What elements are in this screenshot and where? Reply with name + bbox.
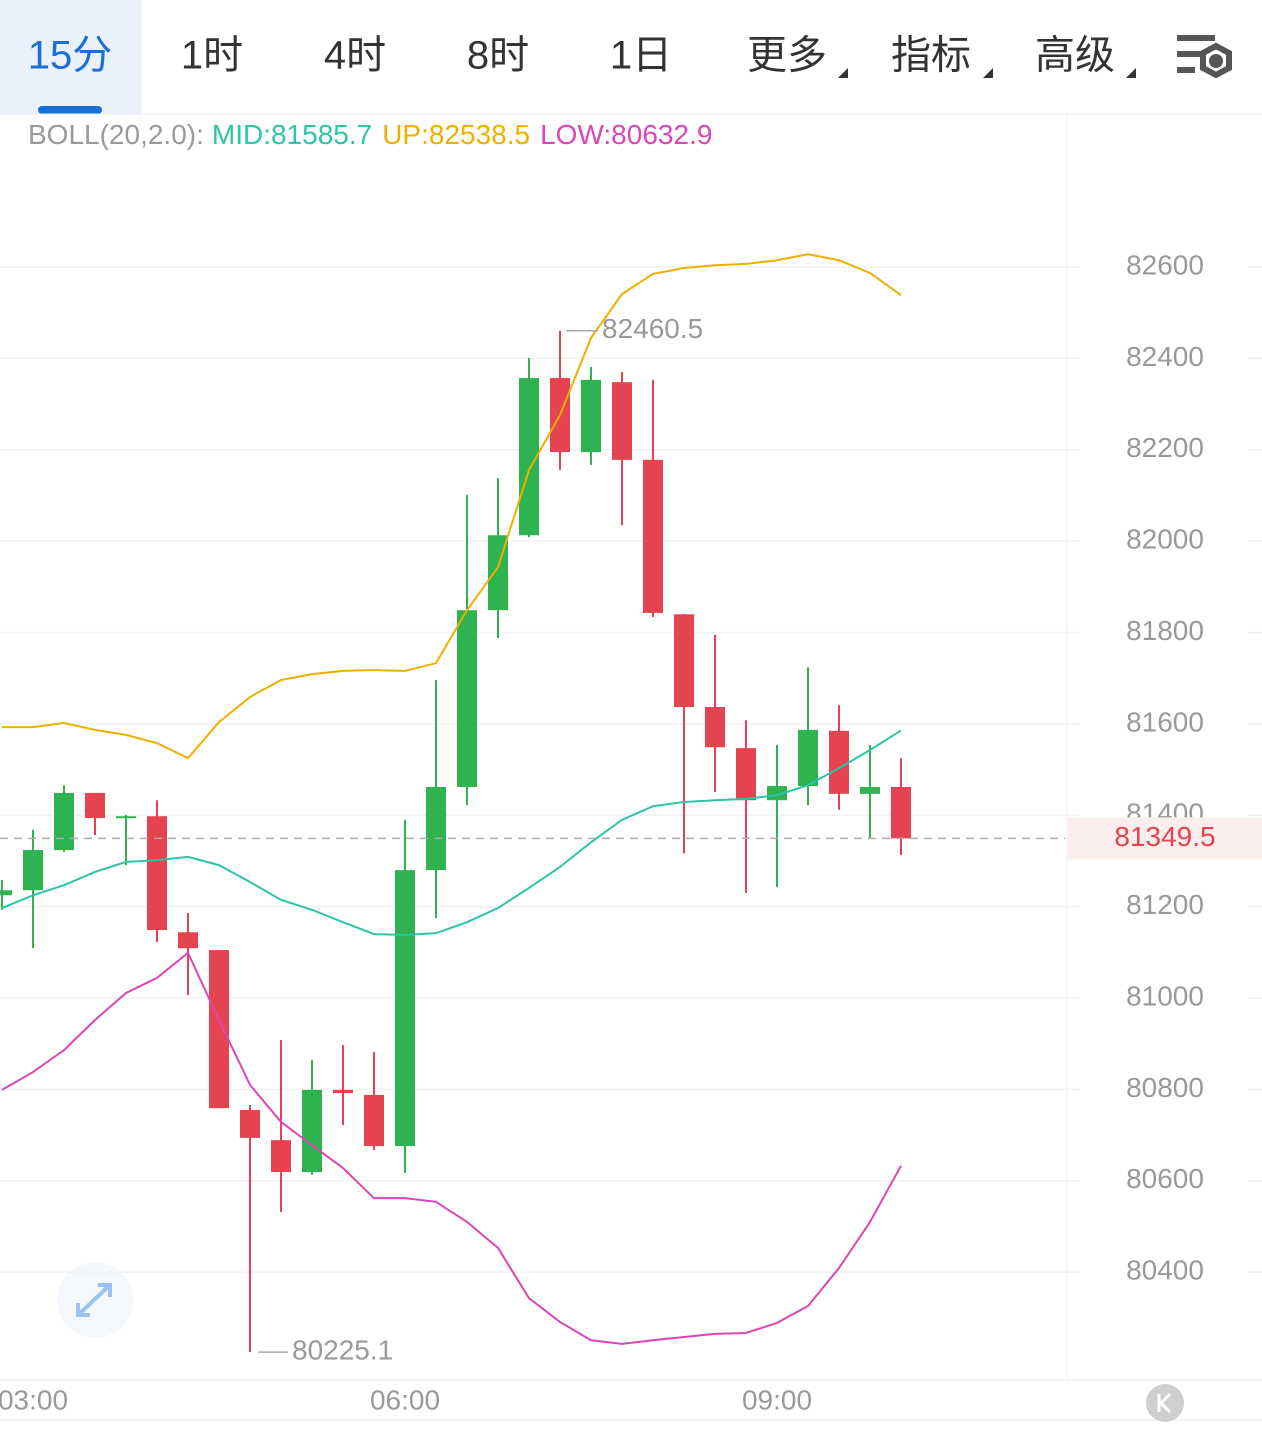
- y-tick-label: 80800: [1126, 1072, 1204, 1103]
- candle-body: [860, 786, 880, 794]
- tab[interactable]: 1时: [181, 34, 243, 78]
- candle-body: [798, 729, 818, 787]
- expand-button[interactable]: [57, 1262, 133, 1338]
- legend-value: 82538.5: [429, 119, 530, 150]
- min-label: 80225.1: [292, 1334, 393, 1365]
- last-price-bg: [1068, 817, 1262, 860]
- legend-name: UP:: [382, 119, 429, 150]
- candle-body: [426, 786, 446, 871]
- candle-body: [891, 786, 911, 839]
- tab[interactable]: 8时: [467, 34, 529, 78]
- boll-line: [1, 729, 902, 937]
- y-tick-label: 82600: [1126, 249, 1204, 280]
- active-tab-indicator: [38, 106, 102, 114]
- indicator-label: BOLL(20,2.0):: [28, 119, 204, 150]
- boll-line: [2, 253, 902, 760]
- tab[interactable]: 1日: [610, 34, 672, 78]
- candle-body: [54, 792, 74, 851]
- tab[interactable]: 指标: [891, 34, 971, 78]
- last-price-label: 81349.5: [1114, 821, 1215, 852]
- candle-body: [147, 816, 167, 930]
- candle-body: [333, 1089, 353, 1094]
- candle-body: [457, 610, 477, 787]
- candle-body: [395, 870, 415, 1147]
- y-tick-label: 81000: [1126, 980, 1204, 1011]
- indicator-header: BOLL(20,2.0): MID:81585.7 UP:82538.5 LOW:80…: [28, 119, 712, 150]
- tab[interactable]: 高级: [1035, 34, 1115, 78]
- candle-body: [116, 816, 136, 819]
- y-tick-label: 82000: [1126, 524, 1204, 555]
- y-tick-label: 81600: [1126, 706, 1204, 737]
- tab[interactable]: 4时: [324, 34, 386, 78]
- candle-body: [240, 1109, 260, 1138]
- candle-body: [612, 382, 632, 460]
- candle-body: [85, 792, 105, 819]
- candle-body: [674, 614, 694, 708]
- candle-body: [178, 932, 198, 949]
- x-tick-label: 03:00: [0, 1384, 68, 1415]
- legend-value: 80632.9: [611, 119, 712, 150]
- candle-body: [829, 730, 849, 794]
- boll-line: [1, 951, 902, 1345]
- y-tick-label: 81800: [1126, 615, 1204, 646]
- candle-body: [736, 748, 756, 801]
- y-tick-label: 82200: [1126, 432, 1204, 463]
- candle-body: [23, 850, 43, 891]
- candle-body: [519, 378, 539, 536]
- candle-body: [302, 1089, 322, 1173]
- max-label: 82460.5: [602, 313, 703, 344]
- y-tick-label: 81200: [1126, 889, 1204, 920]
- y-tick-label: 80600: [1126, 1163, 1204, 1194]
- y-tick-label: 80400: [1126, 1255, 1204, 1286]
- settings-icon[interactable]: [1177, 35, 1232, 79]
- dropdown-arrows: [838, 68, 1136, 78]
- tab[interactable]: 更多: [747, 34, 827, 78]
- candle-body: [0, 890, 12, 896]
- candle-body: [364, 1094, 384, 1147]
- candle-body: [209, 950, 229, 1109]
- active-tab-bg: [0, 0, 142, 114]
- legend-name: LOW:: [540, 119, 611, 150]
- k-button[interactable]: [1146, 1384, 1184, 1422]
- y-tick-label: 82400: [1126, 341, 1204, 372]
- legend-name: MID:: [212, 119, 271, 150]
- candle-body: [271, 1140, 291, 1173]
- candle-body: [581, 379, 601, 453]
- tab[interactable]: 15分: [28, 34, 113, 78]
- x-tick-label: 09:00: [742, 1384, 812, 1415]
- candle-body: [643, 459, 663, 613]
- candle-body: [705, 707, 725, 748]
- x-tick-label: 06:00: [370, 1384, 440, 1415]
- legend-value: 81585.7: [271, 119, 372, 150]
